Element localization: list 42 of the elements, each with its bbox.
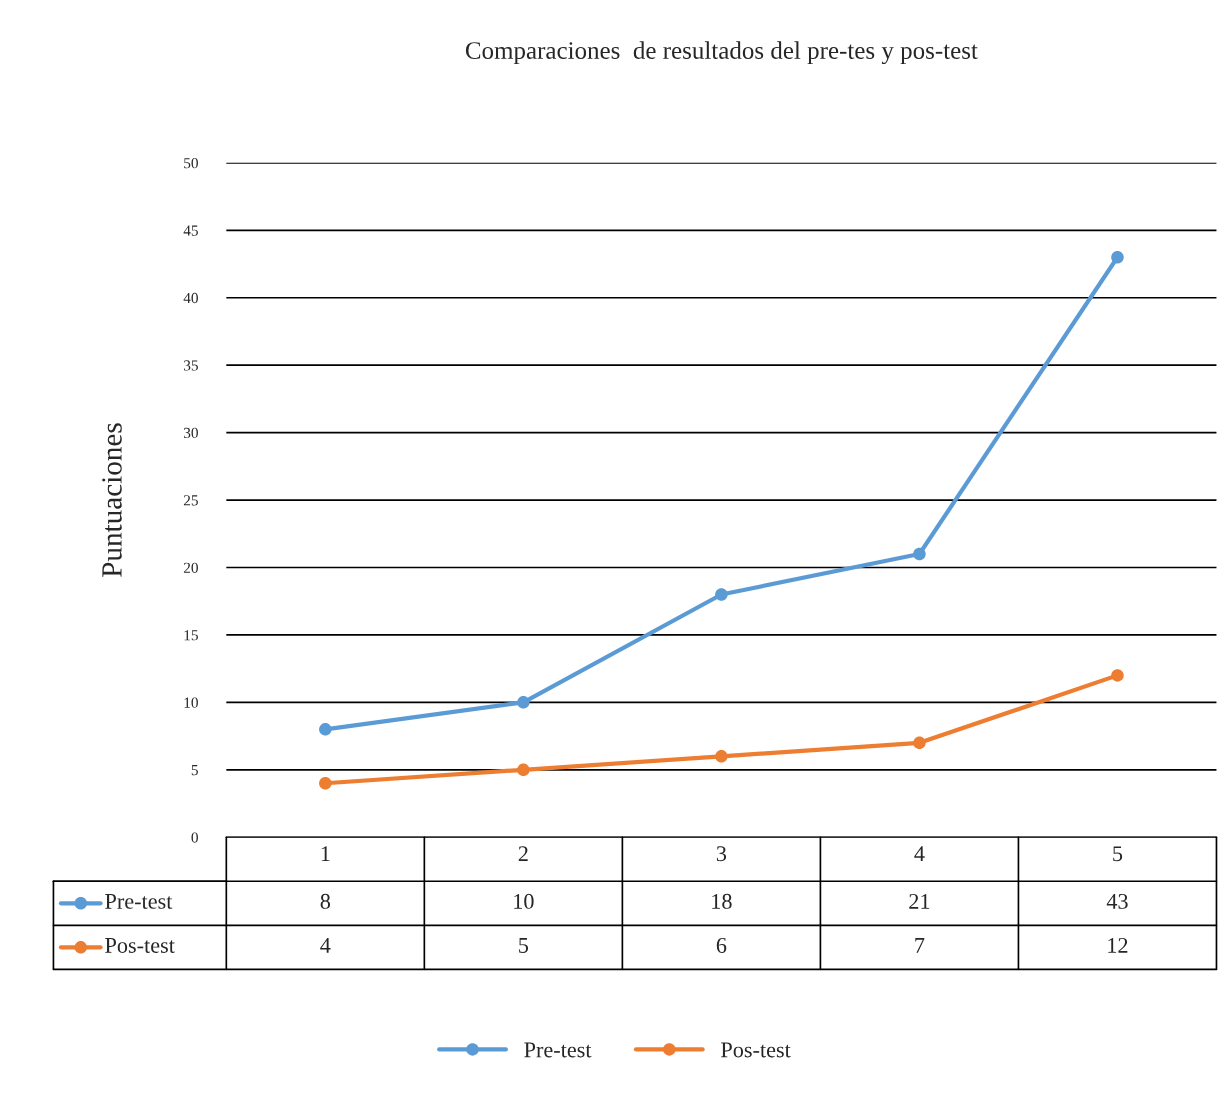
point — [715, 750, 728, 763]
y-tick-label: 40 — [183, 292, 198, 304]
legend-label: Pre-test — [105, 894, 173, 909]
x-tick-label: 3 — [716, 846, 727, 862]
x-tick-label: 5 — [1113, 846, 1123, 862]
point — [319, 777, 332, 790]
data-label: 21 — [909, 893, 930, 909]
point — [1111, 669, 1124, 682]
x-tick-label: 2 — [518, 846, 528, 861]
y-tick-label: 35 — [183, 360, 198, 371]
data-label: 7 — [915, 938, 925, 953]
data-label: 4 — [320, 938, 331, 953]
y-tick-label: 0 — [191, 832, 198, 843]
y-tick-label: 10 — [184, 697, 198, 708]
data-label: 8 — [320, 893, 331, 909]
data-label: 5 — [519, 938, 529, 953]
point — [319, 723, 332, 736]
data-label: 43 — [1106, 893, 1128, 909]
chart-title: Comparaciones de resultados del pre-tes y pos-test — [465, 41, 978, 65]
point — [1111, 251, 1124, 264]
data-label: 18 — [712, 893, 732, 909]
point — [913, 547, 926, 561]
point — [913, 736, 926, 750]
y-tick-label: 50 — [184, 158, 198, 169]
y-tick-label: 5 — [191, 765, 198, 776]
x-tick-label: 4 — [914, 846, 925, 861]
x-tick-label: 1 — [321, 846, 330, 861]
y-tick-label: 25 — [183, 495, 198, 506]
y-tick-label: 15 — [184, 630, 198, 641]
point — [715, 588, 728, 601]
data-label: 12 — [1108, 937, 1128, 953]
y-axis-title: Puntuaciones — [102, 423, 122, 577]
text: Pos-test — [721, 1042, 791, 1058]
point — [517, 696, 530, 709]
text: Pre-test — [524, 1042, 592, 1058]
point — [517, 763, 530, 777]
data-label: 10 — [514, 893, 534, 909]
y-tick-label: 20 — [183, 562, 198, 573]
y-tick-label: 45 — [183, 225, 198, 236]
y-tick-label: 30 — [183, 427, 198, 439]
data-label: 6 — [716, 937, 727, 953]
legend-label: Pos-test — [105, 938, 175, 953]
